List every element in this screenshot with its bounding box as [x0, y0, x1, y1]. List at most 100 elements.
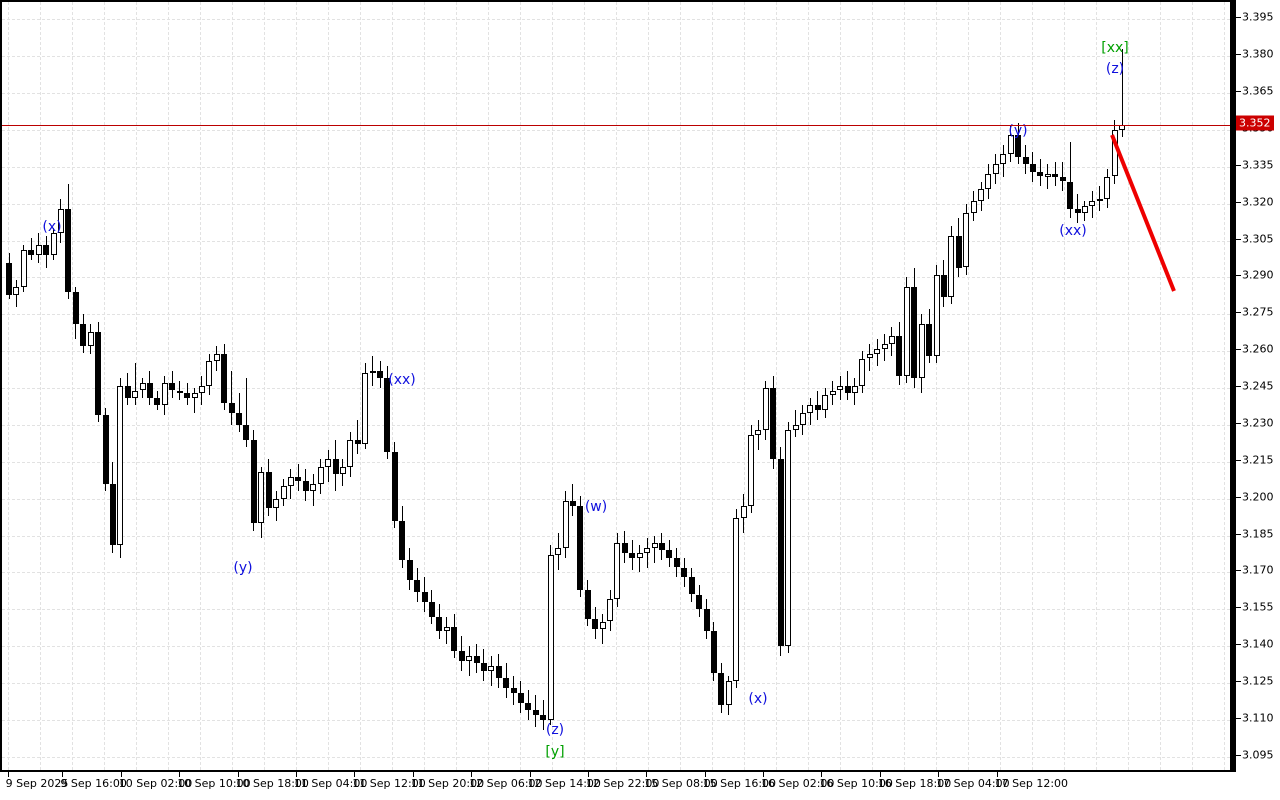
candle-bullish	[87, 331, 94, 347]
price-tick-label: 3.215	[1242, 453, 1274, 467]
candle-wick	[231, 370, 232, 425]
candle-bullish	[280, 486, 287, 499]
price-tick-label: 3.095	[1242, 748, 1274, 762]
price-tick-mark	[1236, 349, 1241, 351]
candle-bearish	[503, 678, 510, 688]
time-tick-label: 12 Sep 06:00	[469, 777, 543, 790]
candle-bearish	[814, 405, 821, 411]
candle-bearish	[43, 245, 50, 256]
candle-bearish	[696, 594, 703, 610]
time-tick-mark	[529, 772, 531, 777]
candle-bearish	[777, 459, 784, 647]
candle-bearish	[399, 520, 406, 561]
time-tick-label: 16 Sep 18:00	[877, 777, 952, 790]
chart-plot-area[interactable]: (x) (y) (xx) (z) [y] (w) (x) (y) (xx) (z) [xx]	[0, 0, 1232, 772]
candle-bearish	[377, 370, 383, 379]
candle-bearish	[124, 385, 131, 398]
candle-bullish	[599, 621, 606, 629]
candle-bearish	[6, 262, 12, 295]
candle-bullish	[57, 208, 64, 234]
candle-bearish	[1074, 208, 1081, 214]
candle-wick	[31, 238, 32, 261]
candle-bearish	[384, 378, 391, 452]
candle-bullish	[1104, 176, 1111, 199]
candle-bullish	[1044, 174, 1051, 177]
price-tick-mark	[1236, 607, 1241, 609]
candle-bearish	[228, 402, 235, 413]
candle-bearish	[525, 702, 532, 711]
time-tick-label: 10 Sep 18:00	[235, 777, 309, 790]
candlestick-series	[2, 2, 1230, 770]
time-tick-label: 11 Sep 04:00	[293, 777, 368, 790]
time-tick-mark	[471, 772, 473, 777]
candle-bearish	[473, 656, 480, 664]
candle-bullish	[1096, 198, 1103, 202]
price-tick-mark	[1236, 54, 1241, 56]
price-axis-spine	[1232, 0, 1236, 772]
candle-bullish	[992, 164, 999, 175]
wave-label-xx[interactable]: [xx]	[1101, 40, 1129, 56]
candle-bullish	[139, 383, 146, 391]
candle-bearish	[569, 501, 576, 506]
price-tick-mark	[1236, 91, 1241, 92]
price-tick-label: 3.155	[1242, 600, 1274, 614]
candle-bearish	[109, 483, 116, 546]
wave-label-z[interactable]: (z)	[1105, 61, 1125, 77]
time-tick-mark	[938, 772, 940, 777]
time-tick-mark	[587, 772, 589, 777]
candle-bearish	[592, 619, 599, 629]
candle-bearish	[80, 324, 87, 347]
candle-wick	[654, 535, 655, 563]
candle-bullish	[837, 385, 843, 391]
candle-bullish	[762, 388, 769, 430]
wave-label-xx[interactable]: (xx)	[1059, 223, 1087, 239]
current-price-badge: 3.352	[1236, 115, 1274, 131]
price-tick-mark	[1236, 386, 1241, 387]
time-tick-label: 15 Sep 16:00	[702, 777, 777, 790]
candle-bearish	[236, 412, 242, 425]
price-axis[interactable]: 3.3953.3803.3653.3503.3353.3203.3053.290…	[1232, 0, 1280, 772]
candle-bullish	[644, 547, 651, 553]
candle-bearish	[451, 626, 458, 652]
candle-bullish	[866, 353, 873, 359]
candle-bearish	[480, 663, 487, 671]
wave-label-z[interactable]: (z)	[545, 722, 565, 738]
candle-bullish	[288, 476, 294, 487]
time-tick-mark	[237, 772, 239, 777]
wave-label-y[interactable]: (y)	[1008, 123, 1028, 139]
candle-wick	[194, 388, 195, 413]
candle-bullish	[748, 434, 754, 506]
candle-wick	[647, 538, 648, 568]
price-tick-label: 3.230	[1242, 416, 1274, 430]
candle-bullish	[970, 201, 977, 214]
price-tick-mark	[1236, 422, 1241, 424]
candle-bullish	[466, 656, 472, 661]
candle-bullish	[651, 542, 658, 548]
price-tick-mark	[1236, 459, 1241, 461]
candle-bearish	[295, 476, 302, 482]
candle-bearish	[718, 673, 725, 706]
time-tick-mark	[996, 772, 998, 777]
time-axis[interactable]: 9 Sep 2025 9 Sep 16:00 10 Sep 02:00 10 Sep …	[0, 772, 1232, 800]
current-price-line	[2, 124, 1230, 126]
time-tick-label: 16 Sep 02:00	[761, 777, 835, 790]
candle-bullish	[1000, 154, 1007, 165]
candle-bullish	[317, 466, 324, 484]
candle-bullish	[889, 336, 895, 344]
wave-label-x[interactable]: (x)	[42, 219, 62, 235]
candle-bullish	[755, 429, 762, 435]
candle-bearish	[436, 616, 443, 632]
price-tick-label: 3.140	[1242, 637, 1274, 651]
wave-label-w[interactable]: (w)	[584, 499, 608, 515]
candle-bearish	[844, 385, 851, 393]
candle-bullish	[273, 498, 280, 509]
wave-label-y[interactable]: [y]	[545, 744, 565, 760]
wave-label-x[interactable]: (x)	[748, 691, 768, 707]
wave-label-xx[interactable]: (xx)	[388, 372, 416, 388]
candle-bullish	[799, 412, 806, 425]
wave-label-y[interactable]: (y)	[233, 560, 253, 576]
candle-bullish	[881, 343, 888, 349]
candle-bearish	[518, 692, 524, 703]
price-tick-label: 3.110	[1242, 711, 1274, 725]
